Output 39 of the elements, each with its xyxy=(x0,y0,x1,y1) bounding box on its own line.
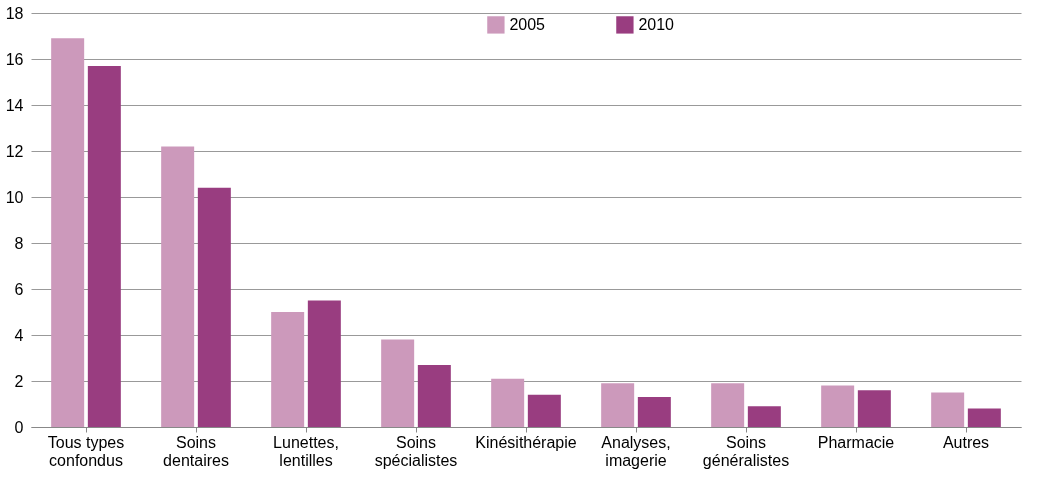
legend-label: 2010 xyxy=(638,15,675,33)
y-tick-label: 0 xyxy=(14,418,24,436)
y-tick-label: 14 xyxy=(5,96,24,114)
x-tick-label: Kinésithérapie xyxy=(475,433,577,451)
y-tick-label: 4 xyxy=(14,326,24,344)
bar xyxy=(601,383,635,427)
bar xyxy=(197,187,231,427)
x-tick-label: Soins généralistes xyxy=(702,433,790,469)
bar xyxy=(417,364,451,427)
bar xyxy=(161,146,195,427)
x-tick-label: Autres xyxy=(942,433,990,451)
legend-label: 2005 xyxy=(509,15,546,33)
x-tick-label: Soins spécialistes xyxy=(374,433,458,469)
bar xyxy=(51,38,85,427)
bar xyxy=(711,383,745,427)
y-tick-label: 6 xyxy=(14,280,24,298)
y-tick-label: 8 xyxy=(14,234,24,252)
y-tick-label: 12 xyxy=(5,142,24,160)
x-tick-label: Analyses, imagerie xyxy=(601,433,671,469)
bar xyxy=(87,65,121,427)
bar xyxy=(967,408,1001,427)
y-tick-label: 2 xyxy=(14,372,24,390)
bar xyxy=(747,406,781,427)
bar xyxy=(857,390,891,427)
bar xyxy=(307,300,341,427)
x-tick-label: Soins dentaires xyxy=(163,433,229,469)
y-tick-label: 18 xyxy=(5,4,24,22)
bar xyxy=(527,394,561,427)
bar xyxy=(637,397,671,427)
x-tick-label: Pharmacie xyxy=(817,433,895,451)
x-tick-label: Tous types confondus xyxy=(47,433,125,469)
y-tick-label: 10 xyxy=(5,188,24,206)
bar xyxy=(381,339,415,427)
x-tick-label: Lunettes, lentilles xyxy=(273,433,339,469)
bar xyxy=(491,378,525,427)
bar xyxy=(271,312,305,427)
bar xyxy=(821,385,855,427)
bar xyxy=(931,392,965,427)
y-tick-label: 16 xyxy=(5,50,24,68)
